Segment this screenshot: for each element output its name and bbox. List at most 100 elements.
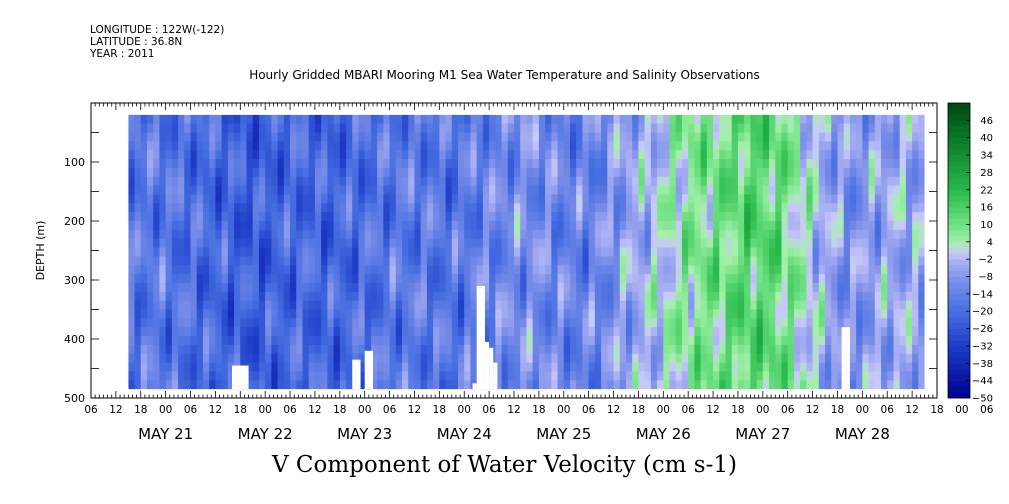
heatmap-cell: [426, 123, 434, 134]
heatmap-cell: [713, 176, 720, 187]
heatmap-cell: [588, 159, 596, 169]
heatmap-cell: [899, 167, 907, 178]
heatmap-cell: [812, 141, 820, 151]
heatmap-cell: [625, 203, 633, 213]
heatmap-cell: [613, 194, 621, 204]
heatmap-cell: [507, 344, 515, 355]
heatmap-cell: [806, 344, 814, 355]
heatmap-cell: [159, 300, 167, 311]
heatmap-cell: [713, 344, 720, 355]
heatmap-cell: [719, 203, 727, 213]
heatmap-cell: [619, 159, 627, 169]
heatmap-cell: [190, 176, 198, 187]
heatmap-cell: [333, 123, 341, 134]
heatmap-cell: [470, 159, 478, 169]
heatmap-cell: [134, 238, 142, 249]
heatmap-cell: [675, 247, 683, 257]
heatmap-cell: [881, 141, 888, 151]
heatmap-cell: [681, 141, 689, 151]
heatmap-cell: [856, 238, 863, 249]
heatmap-cell: [775, 212, 783, 222]
heatmap-cell: [184, 380, 192, 390]
heatmap-cell: [433, 123, 440, 134]
heatmap-cell: [240, 141, 248, 151]
heatmap-cell: [787, 318, 795, 328]
heatmap-cell: [395, 123, 403, 134]
heatmap-cell: [433, 203, 440, 213]
heatmap-cell: [793, 362, 801, 373]
heatmap-cell: [806, 167, 814, 178]
heatmap-cell: [781, 114, 789, 125]
heatmap-cell: [781, 150, 789, 160]
heatmap-cell: [209, 221, 217, 231]
heatmap-cell: [657, 229, 664, 240]
heatmap-cell: [489, 150, 496, 160]
heatmap-cell: [781, 194, 789, 204]
heatmap-cell: [607, 380, 615, 390]
heatmap-cell: [439, 141, 447, 151]
heatmap-cell: [601, 274, 608, 284]
heatmap-cell: [346, 309, 353, 319]
heatmap-cell: [314, 336, 322, 346]
heatmap-cell: [874, 274, 882, 284]
heatmap-cell: [389, 371, 397, 381]
heatmap-cell: [881, 159, 888, 169]
heatmap-cell: [588, 362, 596, 373]
heatmap-cell: [744, 309, 751, 319]
heatmap-cell: [190, 114, 198, 125]
heatmap-cell: [706, 185, 714, 196]
heatmap-cell: [625, 176, 633, 187]
heatmap-cell: [227, 380, 235, 390]
heatmap-cell: [402, 176, 409, 187]
heatmap-cell: [178, 238, 185, 249]
heatmap-cell: [495, 194, 503, 204]
heatmap-cell: [538, 221, 546, 231]
colorbar-frame: [947, 102, 971, 399]
heatmap-cell: [165, 247, 173, 257]
heatmap-cell: [476, 132, 484, 142]
heatmap-cell: [607, 318, 615, 328]
heatmap-cell: [265, 221, 272, 231]
heatmap-cell: [806, 336, 814, 346]
heatmap-cell: [576, 221, 584, 231]
heatmap-cell: [831, 371, 839, 381]
heatmap-cell: [246, 362, 254, 373]
heatmap-cell: [227, 353, 235, 364]
heatmap-cell: [569, 327, 577, 337]
heatmap-cell: [812, 371, 820, 381]
latitude-label: LATITUDE : 36.8N: [90, 36, 183, 48]
heatmap-cell: [184, 229, 192, 240]
heatmap-cell: [849, 159, 857, 169]
heatmap-cell: [874, 114, 882, 125]
heatmap-cell: [781, 274, 789, 284]
heatmap-cell: [470, 291, 478, 302]
heatmap-cell: [240, 291, 248, 302]
heatmap-cell: [333, 114, 341, 125]
heatmap-cell: [675, 141, 683, 151]
heatmap-cell: [706, 344, 714, 355]
heatmap-cell: [128, 380, 136, 390]
heatmap-cell: [346, 221, 353, 231]
heatmap-cell: [532, 185, 540, 196]
heatmap-cell: [756, 221, 764, 231]
heatmap-cell: [669, 318, 677, 328]
heatmap-cell: [159, 353, 167, 364]
heatmap-cell: [744, 274, 751, 284]
heatmap-cell: [563, 380, 571, 390]
heatmap-cell: [893, 167, 901, 178]
heatmap-cell: [171, 362, 179, 373]
heatmap-cell: [762, 247, 770, 257]
heatmap-cell: [153, 212, 161, 222]
heatmap-cell: [818, 203, 826, 213]
heatmap-cell: [227, 247, 235, 257]
heatmap-cell: [663, 371, 671, 381]
heatmap-cell: [346, 123, 353, 134]
heatmap-cell: [420, 141, 428, 151]
heatmap-cell: [290, 167, 297, 178]
heatmap-cell: [607, 300, 615, 311]
heatmap-cell: [607, 336, 615, 346]
heatmap-cell: [644, 371, 652, 381]
heatmap-cell: [277, 194, 285, 204]
heatmap-cell: [184, 150, 192, 160]
heatmap-cell: [451, 203, 459, 213]
